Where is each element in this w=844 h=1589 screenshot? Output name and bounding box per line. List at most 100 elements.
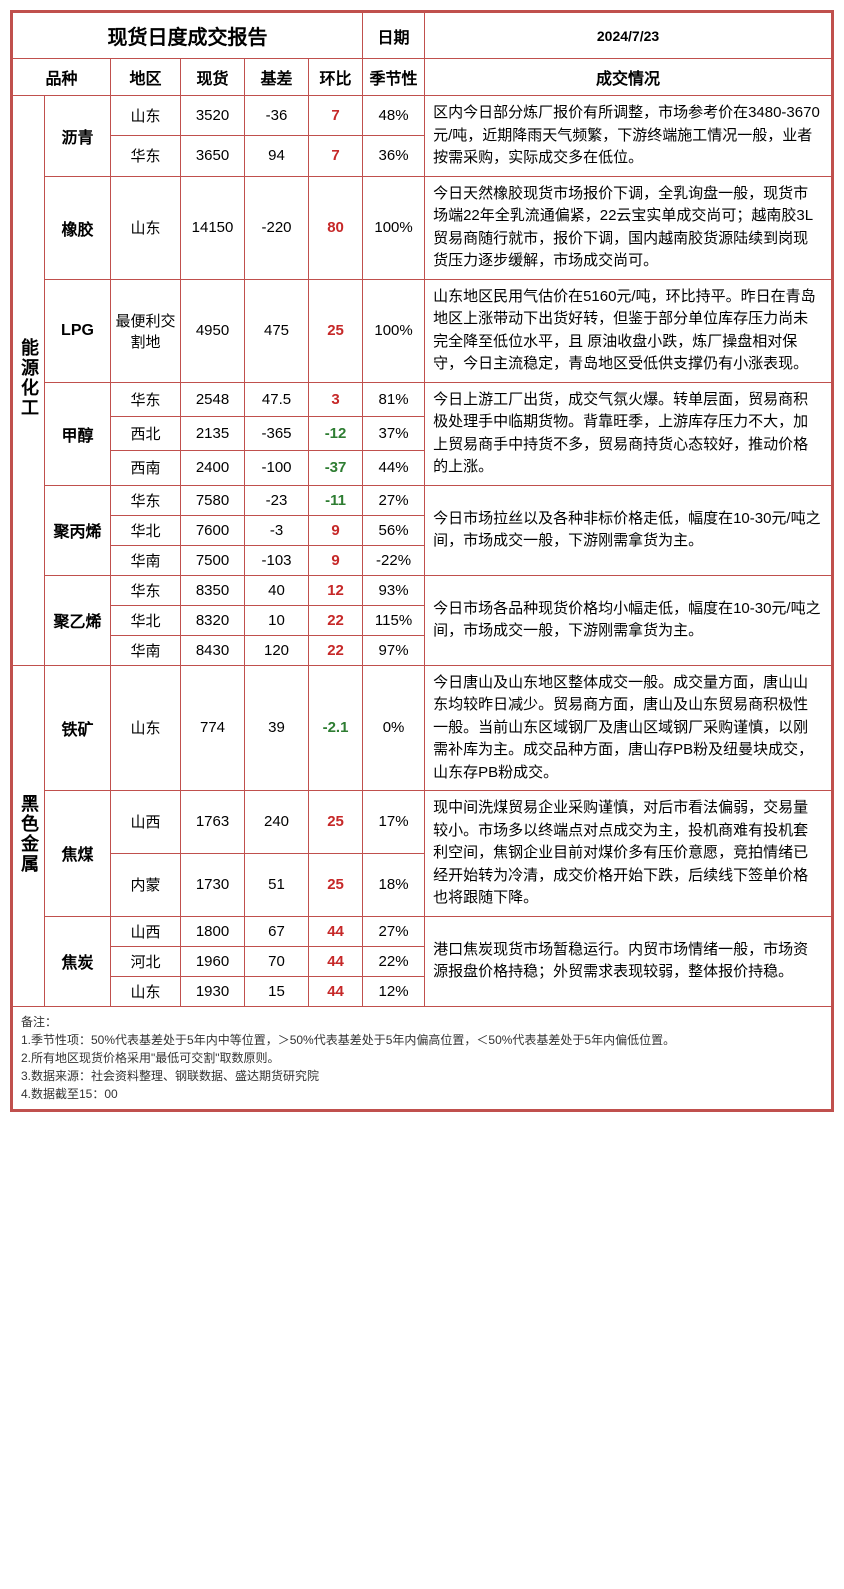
hdr-basis: 基差 xyxy=(245,59,309,96)
cell-mom: 9 xyxy=(309,545,363,575)
product-asphalt: 沥青 xyxy=(45,96,111,177)
cell-basis: 475 xyxy=(245,279,309,382)
table-row: 黑色金属 铁矿 山东 774 39 -2.1 0% 今日唐山及山东地区整体成交一… xyxy=(13,665,832,791)
date-label: 日期 xyxy=(363,13,425,59)
cell-spot: 8320 xyxy=(181,605,245,635)
cell-basis: 70 xyxy=(245,946,309,976)
cell-basis: -220 xyxy=(245,176,309,279)
cell-region: 山东 xyxy=(111,976,181,1006)
cell-season: 100% xyxy=(363,176,425,279)
table-row: 焦煤 山西 1763 240 25 17% 现中间洗煤贸易企业采购谨慎，对后市看… xyxy=(13,791,832,854)
cell-mom: 44 xyxy=(309,946,363,976)
cell-season: 17% xyxy=(363,791,425,854)
cell-mom: 7 xyxy=(309,96,363,136)
cell-season: 36% xyxy=(363,136,425,176)
cell-mom: 25 xyxy=(309,279,363,382)
cell-region: 华东 xyxy=(111,382,181,416)
cell-region: 华东 xyxy=(111,575,181,605)
table-row: LPG 最便利交割地 4950 475 25 100% 山东地区民用气估价在51… xyxy=(13,279,832,382)
product-pe: 聚乙烯 xyxy=(45,575,111,665)
footnote-line: 4.数据截至15：00 xyxy=(21,1085,823,1103)
cell-spot: 2135 xyxy=(181,416,245,450)
cell-season: 97% xyxy=(363,635,425,665)
cell-season: 0% xyxy=(363,665,425,791)
cell-region: 内蒙 xyxy=(111,853,181,916)
cell-spot: 8430 xyxy=(181,635,245,665)
cell-mom: 44 xyxy=(309,976,363,1006)
cell-basis: 67 xyxy=(245,916,309,946)
cell-desc: 港口焦炭现货市场暂稳运行。内贸市场情绪一般，市场资源报盘价格持稳；外贸需求表现较… xyxy=(425,916,832,1006)
cell-basis: 15 xyxy=(245,976,309,1006)
footnote-line: 备注： xyxy=(21,1013,823,1031)
cell-desc: 今日天然橡胶现货市场报价下调，全乳询盘一般，现货市场端22年全乳流通偏紧，22云… xyxy=(425,176,832,279)
cell-spot: 1800 xyxy=(181,916,245,946)
footnotes: 备注： 1.季节性项：50%代表基差处于5年内中等位置，＞50%代表基差处于5年… xyxy=(13,1006,832,1109)
cell-region: 华东 xyxy=(111,136,181,176)
cell-season: 37% xyxy=(363,416,425,450)
product-iron-ore: 铁矿 xyxy=(45,665,111,791)
cell-season: 100% xyxy=(363,279,425,382)
header-row: 品种 地区 现货 基差 环比 季节性 成交情况 xyxy=(13,59,832,96)
product-lpg: LPG xyxy=(45,279,111,382)
cell-basis: -3 xyxy=(245,515,309,545)
cell-mom: 3 xyxy=(309,382,363,416)
cell-region: 西南 xyxy=(111,451,181,485)
footnote-line: 1.季节性项：50%代表基差处于5年内中等位置，＞50%代表基差处于5年内偏高位… xyxy=(21,1031,823,1049)
cell-basis: -23 xyxy=(245,485,309,515)
cell-region: 山西 xyxy=(111,791,181,854)
hdr-spot: 现货 xyxy=(181,59,245,96)
cell-basis: 240 xyxy=(245,791,309,854)
cell-region: 华南 xyxy=(111,635,181,665)
cell-region: 山东 xyxy=(111,665,181,791)
cell-spot: 7580 xyxy=(181,485,245,515)
cell-mom: 9 xyxy=(309,515,363,545)
footnote-line: 2.所有地区现货价格采用"最低可交割"取数原则。 xyxy=(21,1049,823,1067)
cell-basis: 39 xyxy=(245,665,309,791)
cell-season: 27% xyxy=(363,485,425,515)
report-title: 现货日度成交报告 xyxy=(13,13,363,59)
table-row: 焦炭 山西 1800 67 44 27% 港口焦炭现货市场暂稳运行。内贸市场情绪… xyxy=(13,916,832,946)
cell-spot: 2400 xyxy=(181,451,245,485)
cell-mom: -11 xyxy=(309,485,363,515)
cell-mom: 25 xyxy=(309,791,363,854)
cell-region: 华东 xyxy=(111,485,181,515)
table-row: 甲醇 华东 2548 47.5 3 81% 今日上游工厂出货，成交气氛火爆。转单… xyxy=(13,382,832,416)
cell-season: 44% xyxy=(363,451,425,485)
table-row: 橡胶 山东 14150 -220 80 100% 今日天然橡胶现货市场报价下调，… xyxy=(13,176,832,279)
cell-season: 12% xyxy=(363,976,425,1006)
hdr-product: 品种 xyxy=(13,59,111,96)
cell-desc: 今日市场各品种现货价格均小幅走低，幅度在10-30元/吨之间，市场成交一般，下游… xyxy=(425,575,832,665)
cell-spot: 4950 xyxy=(181,279,245,382)
table-row: 能源化工 沥青 山东 3520 -36 7 48% 区内今日部分炼厂报价有所调整… xyxy=(13,96,832,136)
cell-spot: 7600 xyxy=(181,515,245,545)
cell-mom: -37 xyxy=(309,451,363,485)
cell-season: 56% xyxy=(363,515,425,545)
cell-region: 西北 xyxy=(111,416,181,450)
cell-spot: 1930 xyxy=(181,976,245,1006)
cell-mom: 22 xyxy=(309,605,363,635)
cell-basis: 10 xyxy=(245,605,309,635)
cell-basis: 47.5 xyxy=(245,382,309,416)
cell-mom: 80 xyxy=(309,176,363,279)
cell-spot: 1730 xyxy=(181,853,245,916)
product-methanol: 甲醇 xyxy=(45,382,111,485)
product-pp: 聚丙烯 xyxy=(45,485,111,575)
cell-basis: 120 xyxy=(245,635,309,665)
cell-mom: 7 xyxy=(309,136,363,176)
cell-basis: -103 xyxy=(245,545,309,575)
product-rubber: 橡胶 xyxy=(45,176,111,279)
table-row: 聚丙烯 华东 7580 -23 -11 27% 今日市场拉丝以及各种非标价格走低… xyxy=(13,485,832,515)
cell-spot: 1763 xyxy=(181,791,245,854)
category-ferrous: 黑色金属 xyxy=(13,665,45,1006)
cell-basis: -36 xyxy=(245,96,309,136)
cell-mom: -2.1 xyxy=(309,665,363,791)
cell-basis: 40 xyxy=(245,575,309,605)
cell-desc: 区内今日部分炼厂报价有所调整，市场参考价在3480-3670元/吨，近期降雨天气… xyxy=(425,96,832,177)
cell-spot: 3520 xyxy=(181,96,245,136)
cell-region: 山西 xyxy=(111,916,181,946)
cell-desc: 今日上游工厂出货，成交气氛火爆。转单层面，贸易商积极处理手中临期货物。背靠旺季，… xyxy=(425,382,832,485)
cell-spot: 774 xyxy=(181,665,245,791)
product-coke: 焦炭 xyxy=(45,916,111,1006)
cell-basis: 94 xyxy=(245,136,309,176)
cell-spot: 14150 xyxy=(181,176,245,279)
